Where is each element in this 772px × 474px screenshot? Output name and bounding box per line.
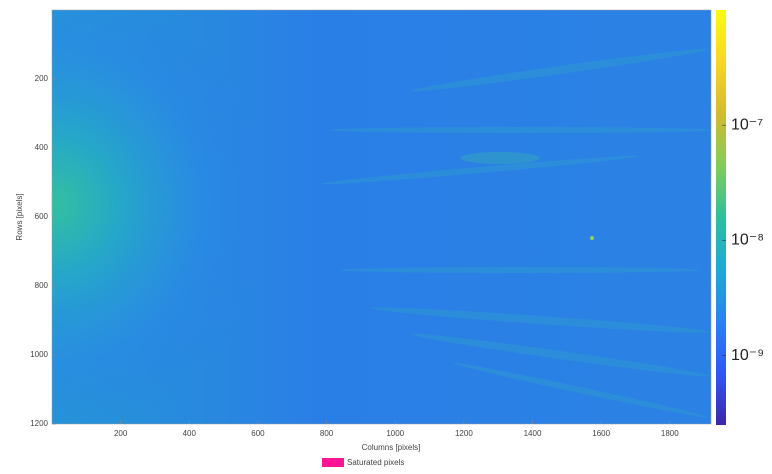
y-tick-label: 800 — [35, 281, 49, 290]
colorbar-tick-label: 10⁻⁸ — [731, 232, 764, 249]
x-tick-label: 1400 — [524, 429, 542, 438]
x-tick-label: 800 — [320, 429, 334, 438]
y-tick-label: 1200 — [30, 419, 48, 428]
x-axis-label: Columns [pixels] — [362, 443, 421, 452]
colorbar-tick-label: 10⁻⁹ — [731, 347, 764, 364]
colorbar-bar — [716, 10, 726, 425]
x-tick-label: 1200 — [455, 429, 473, 438]
legend-swatch — [322, 458, 344, 467]
x-tick-label: 1000 — [386, 429, 404, 438]
y-tick-label: 200 — [35, 74, 49, 83]
heatmap — [52, 10, 711, 424]
y-tick-label: 1000 — [30, 350, 48, 359]
y-axis-label: Rows [pixels] — [15, 193, 24, 240]
x-tick-label: 200 — [114, 429, 128, 438]
colorbar: 10⁻⁹ 10⁻⁸ 10⁻⁷ — [716, 10, 764, 425]
y-tick-label: 600 — [35, 212, 49, 221]
x-tick-label: 1800 — [661, 429, 679, 438]
x-tick-label: 1600 — [592, 429, 610, 438]
colorbar-tick-label: 10⁻⁷ — [731, 116, 763, 133]
x-tick-label: 600 — [251, 429, 265, 438]
x-tick-label: 400 — [183, 429, 197, 438]
legend-label: Saturated pixels — [347, 458, 404, 467]
y-tick-label: 400 — [35, 143, 49, 152]
